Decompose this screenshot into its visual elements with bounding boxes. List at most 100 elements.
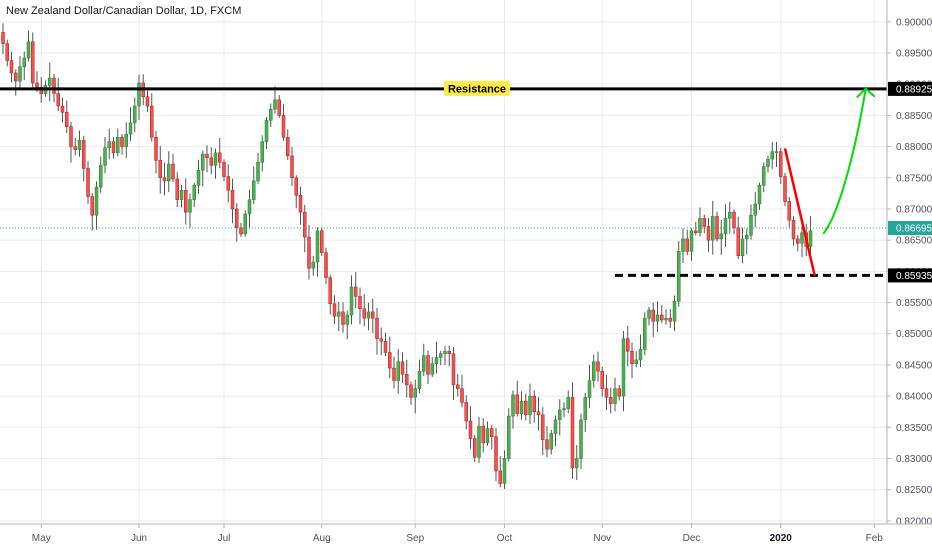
candle-down [405, 374, 409, 386]
candle-down [324, 252, 328, 278]
candle-up [252, 180, 256, 200]
candle-down [120, 136, 124, 147]
candle-down [473, 438, 477, 458]
candle-up [22, 57, 26, 67]
candle-up [613, 388, 617, 404]
candle-up [800, 232, 804, 244]
candle-up [443, 350, 447, 354]
candle-down [354, 286, 358, 297]
candle-up [808, 230, 813, 247]
support-price-badge [888, 268, 932, 283]
candle-up [698, 218, 702, 233]
candle-up [579, 419, 583, 459]
candle-down [515, 394, 519, 414]
date-tick-label: Nov [593, 533, 611, 544]
candle-up [103, 147, 107, 166]
candle-down [388, 352, 392, 369]
candle-up [749, 214, 753, 236]
candle-up [124, 133, 128, 147]
candle-down [31, 41, 35, 84]
candles [1, 23, 813, 490]
candle-up [167, 163, 171, 182]
candle-up [116, 136, 120, 154]
candle-down [570, 397, 575, 469]
last-price-badge [888, 221, 932, 236]
candle-down [783, 176, 787, 202]
price-tick-label: 0.89500 [896, 49, 932, 60]
candle-up [621, 338, 626, 397]
candle-down [218, 152, 222, 163]
candle-up [192, 185, 196, 200]
candle-down [481, 425, 485, 444]
candle-down [235, 208, 239, 228]
candle-down [702, 218, 706, 227]
candle-down [451, 353, 456, 386]
candle-up [137, 82, 141, 107]
candle-up [417, 370, 422, 389]
candle-down [341, 311, 345, 325]
candle-up [273, 99, 277, 110]
candle-down [281, 115, 286, 138]
candle-down [494, 436, 498, 472]
candle-up [664, 317, 668, 321]
candle-up [719, 233, 723, 240]
candle-up [519, 400, 524, 414]
price-tick-label: 0.87500 [896, 173, 932, 184]
candle-down [651, 309, 655, 322]
candle-up [502, 458, 507, 484]
candle-down [358, 296, 362, 310]
candle-down [230, 190, 235, 210]
red-trend-line [783, 148, 816, 277]
candle-down [328, 277, 332, 305]
candle-up [638, 349, 643, 361]
candle-up [562, 408, 566, 411]
date-tick-label: Oct [497, 533, 513, 544]
candle-up [413, 388, 417, 398]
candle-down [73, 146, 77, 150]
candle-down [286, 136, 290, 157]
candle-up [553, 419, 558, 434]
candle-down [60, 105, 65, 113]
candle-up [48, 77, 52, 86]
candle-down [175, 178, 179, 200]
resistance-price-badge [888, 81, 932, 96]
candle-up [757, 185, 762, 205]
candle-up [762, 166, 766, 186]
candle-down [660, 314, 664, 321]
candle-up [774, 151, 779, 153]
candle-up [311, 261, 315, 269]
candle-up [366, 311, 371, 319]
candle-down [791, 219, 796, 240]
candle-up [558, 409, 562, 421]
candle-down [332, 303, 337, 317]
candle-up [349, 286, 354, 316]
price-tick-label: 0.82500 [896, 485, 932, 496]
candle-down [294, 177, 298, 196]
candle-down [379, 338, 383, 342]
candle-up [430, 363, 434, 375]
resistance-price-label: 0.88925 [896, 84, 932, 95]
candle-up [770, 151, 774, 160]
candle-down [541, 414, 545, 441]
candle-down [779, 151, 783, 177]
candle-down [239, 227, 243, 235]
candle-down [65, 112, 69, 127]
candle-up [77, 140, 82, 150]
chart-title: New Zealand Dollar/Canadian Dollar, 1D, … [6, 5, 241, 17]
candle-down [307, 236, 311, 269]
date-tick-label: May [32, 533, 51, 544]
candle-up [634, 359, 638, 364]
candle-down [290, 155, 294, 179]
price-tick-label: 0.85000 [896, 329, 932, 340]
candle-down [498, 470, 502, 484]
candle-up [681, 238, 685, 252]
candle-down [796, 238, 800, 244]
candle-up [511, 394, 515, 417]
candle-up [99, 165, 103, 188]
candle-down [371, 311, 375, 319]
candle-down [732, 211, 736, 228]
candle-up [485, 428, 490, 444]
candle-down [52, 77, 56, 94]
